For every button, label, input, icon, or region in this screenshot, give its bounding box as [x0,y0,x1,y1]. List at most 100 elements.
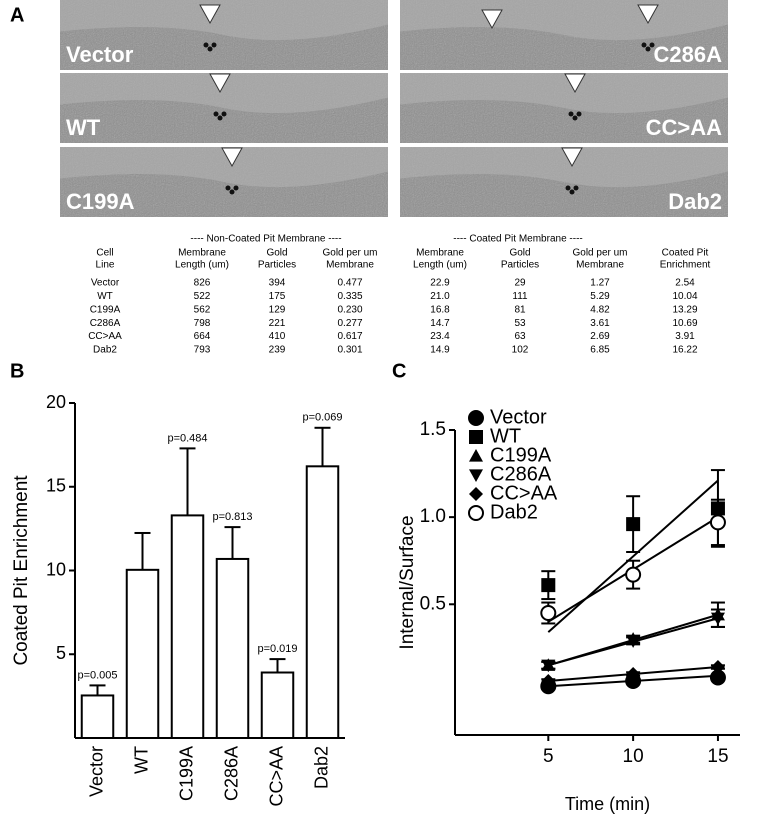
marker [541,659,556,673]
micrograph-label: C286A [654,42,723,67]
table-cell: 221 [269,318,286,329]
table-group-header: ---- Coated Pit Membrane ---- [453,234,582,245]
legend-label: Dab2 [490,501,538,523]
x-tick-label: 5 [543,746,554,767]
table-cell: 81 [514,304,526,315]
x-tick-label: WT [131,746,151,774]
arrowhead [481,9,503,30]
table-cell: C286A [90,318,121,329]
table-cell: 239 [269,345,286,356]
micrograph-label: Dab2 [668,189,722,214]
table-cell: 111 [512,291,528,302]
bar [125,568,160,740]
table-cell: 562 [194,304,211,315]
y-axis-title: Internal/Surface [397,515,418,649]
table-cell: 29 [514,278,526,289]
fit-line [547,479,719,633]
y-tick-label: 0.5 [420,593,446,614]
table-cell: 14.9 [430,345,450,356]
table-cell: 664 [194,331,211,342]
table-cell: 0.477 [337,278,362,289]
table-cell: CC>AA [88,331,122,342]
table-column-header: Line [96,260,115,271]
table-cell: 2.69 [590,331,610,342]
bar [80,694,115,740]
table-cell: 522 [194,291,211,302]
bar [215,557,250,739]
table-cell: 3.91 [675,331,695,342]
bar [305,465,340,739]
x-tick-label: Vector [86,746,106,797]
table-group-header: ---- Non-Coated Pit Membrane ---- [190,234,341,245]
micrograph-panel: Vector C286A WT CC>AA C199A Dab2 [60,0,728,217]
table-column-header: Particles [258,260,296,271]
table-cell: 793 [194,345,211,356]
gold-particle [569,189,575,195]
table-cell: 21.0 [430,291,450,302]
table-cell: C199A [90,304,121,315]
table-column-header: Membrane [416,248,464,259]
arrowhead [199,4,221,25]
table-column-header: Gold [509,248,530,259]
table-column-header: Length (um) [413,260,467,271]
table-cell: 13.29 [672,304,697,315]
legend-marker [469,487,483,501]
gold-particle [649,42,655,48]
table-cell: 0.277 [337,318,362,329]
table-cell: 63 [514,331,526,342]
marker [626,635,641,648]
gold-particle [576,111,582,117]
table-cell: WT [97,291,113,302]
table-column-header: Coated Pit [662,248,709,259]
membrane [60,73,388,114]
x-axis-title: Time (min) [565,794,650,814]
x-tick-label: C286A [221,746,241,801]
membrane [400,147,728,188]
gold-particle [211,42,217,48]
table-cell: 826 [194,278,211,289]
table-cell: 175 [269,291,286,302]
x-tick-label: 15 [707,746,728,767]
panel-label: B [10,360,24,382]
panel-label: A [10,4,24,26]
arrowhead [637,4,659,25]
table-cell: 798 [194,318,211,329]
legend-label: CC>AA [490,482,558,504]
micrograph-label: WT [66,115,101,140]
gold-particle [565,185,571,191]
table-cell: 0.301 [337,345,362,356]
p-value: p=0.019 [257,643,297,655]
table-cell: 53 [514,318,526,329]
table-cell: 0.230 [337,304,362,315]
y-tick-label: 10 [46,559,66,579]
table-cell: Vector [91,278,120,289]
table-cell: 1.27 [590,278,610,289]
table-cell: 10.04 [672,291,697,302]
legend-marker [469,449,483,462]
table-cell: 6.85 [590,345,610,356]
y-tick-label: 1.0 [420,506,446,527]
table-cell: 10.69 [672,318,697,329]
x-tick-label: Dab2 [311,746,331,789]
micrograph-label: Vector [66,42,134,67]
table-cell: 22.9 [430,278,450,289]
marker [541,578,556,593]
marker [710,660,725,675]
table-cell: 5.29 [590,291,610,302]
p-value: p=0.005 [77,669,117,681]
table-column-header: Gold per um [572,248,627,259]
table-column-header: Gold per um [322,248,377,259]
bar [170,514,205,740]
table-cell: 16.8 [430,304,450,315]
arrowhead [209,73,231,94]
legend-marker [469,469,483,482]
y-tick-label: 15 [46,476,66,496]
y-tick-label: 1.5 [420,419,446,440]
table-column-header: Length (um) [175,260,229,271]
gold-particle [229,189,235,195]
y-tick-label: 5 [56,643,66,663]
table-cell: 16.22 [672,345,697,356]
table-cell: Dab2 [93,345,117,356]
table-column-header: Membrane [326,260,374,271]
